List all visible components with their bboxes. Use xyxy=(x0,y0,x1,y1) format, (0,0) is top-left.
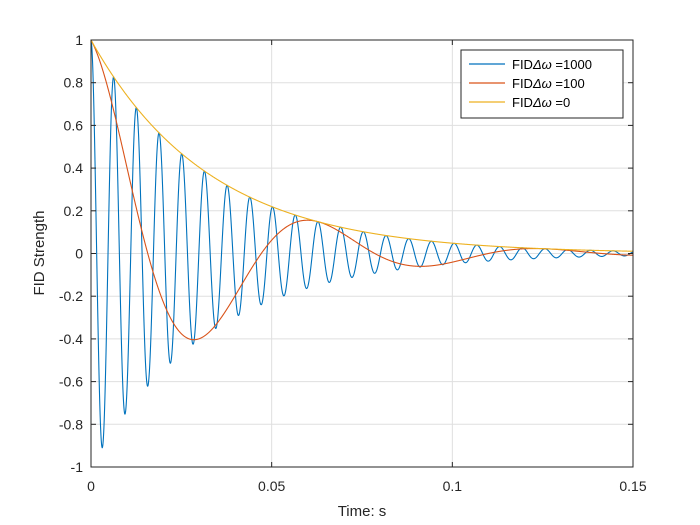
y-tick-label: -0.6 xyxy=(59,374,83,390)
y-axis-title: FID Strength xyxy=(31,210,48,295)
legend-entry: FIDΔω =100 xyxy=(512,76,585,91)
x-tick-label: 0.05 xyxy=(258,478,285,494)
y-tick-label: -1 xyxy=(71,459,84,475)
x-axis-title: Time: s xyxy=(338,503,387,520)
tick-marks xyxy=(90,39,634,468)
x-tick-labels: 0 0.05 0.1 0.15 xyxy=(87,478,647,494)
y-tick-label: 0.2 xyxy=(64,203,84,219)
series-line-3 xyxy=(90,39,633,252)
y-tick-label: 0.8 xyxy=(64,75,84,91)
y-tick-label: 0.6 xyxy=(64,117,84,133)
series-line-1 xyxy=(90,39,634,449)
legend: FIDΔω =1000 FIDΔω =100 FIDΔω =0 xyxy=(460,49,624,119)
series-lines xyxy=(90,39,634,449)
legend-box xyxy=(460,49,624,119)
legend-entry: FIDΔω =1000 xyxy=(512,57,592,72)
y-tick-label: 1 xyxy=(75,32,83,48)
y-tick-label: -0.8 xyxy=(59,416,83,432)
x-tick-label: 0.1 xyxy=(443,478,463,494)
legend-entry: FIDΔω =0 xyxy=(512,95,570,110)
x-tick-label: 0.15 xyxy=(619,478,646,494)
y-tick-labels: -1 -0.8 -0.6 -0.4 -0.2 0 0.2 0.4 0.6 0.8 1 xyxy=(59,32,83,475)
x-tick-label: 0 xyxy=(87,478,95,494)
y-tick-label: 0.4 xyxy=(64,160,84,176)
y-tick-label: -0.4 xyxy=(59,331,83,347)
y-tick-label: 0 xyxy=(75,246,83,262)
y-tick-label: -0.2 xyxy=(59,288,83,304)
